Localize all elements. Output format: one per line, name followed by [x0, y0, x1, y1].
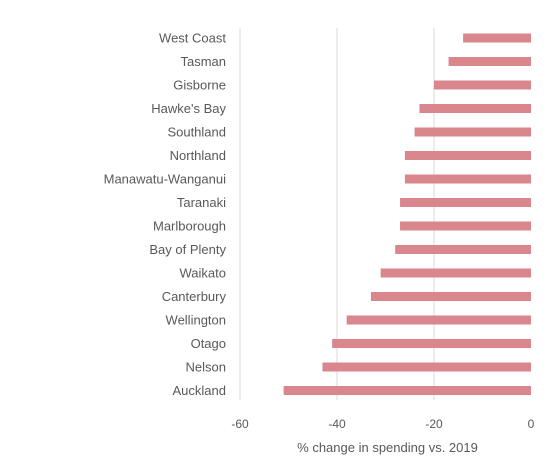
x-axis-title: % change in spending vs. 2019 — [297, 440, 478, 455]
category-label: Canterbury — [162, 289, 227, 304]
bar — [463, 33, 531, 43]
bar — [346, 315, 531, 325]
bar — [404, 151, 531, 160]
category-label: West Coast — [159, 31, 226, 46]
bar — [380, 268, 531, 278]
bar — [370, 292, 531, 301]
bar — [322, 362, 531, 372]
bar — [283, 386, 531, 395]
bar — [332, 339, 531, 348]
x-tick-label: -40 — [328, 417, 346, 431]
x-tick-label: 0 — [528, 417, 535, 431]
bar — [404, 174, 531, 184]
category-label: Nelson — [186, 360, 226, 375]
category-label: Northland — [170, 148, 226, 163]
category-labels: West Coast Tasman Gisborne Hawke's Bay South… — [104, 31, 227, 399]
category-label: Auckland — [173, 383, 226, 398]
x-tick-label: -60 — [231, 417, 249, 431]
category-label: Otago — [191, 336, 226, 351]
category-label: Waikato — [180, 266, 226, 281]
bar — [400, 198, 531, 207]
category-label: Manawatu-Wanganui — [104, 172, 226, 187]
bar — [414, 127, 531, 137]
bar — [448, 57, 531, 66]
category-label: Marlborough — [153, 219, 226, 234]
bars — [283, 33, 531, 395]
category-label: Gisborne — [173, 78, 226, 93]
bar — [400, 221, 531, 231]
bar — [419, 104, 531, 113]
category-label: Southland — [167, 125, 226, 140]
category-label: Hawke's Bay — [151, 101, 226, 116]
bar — [434, 80, 531, 90]
bar — [395, 245, 531, 254]
category-label: Bay of Plenty — [149, 242, 226, 257]
x-tick-labels: -60 -40 -20 0 — [231, 417, 534, 431]
category-label: Taranaki — [177, 195, 226, 210]
gridlines — [239, 28, 435, 400]
category-label: Tasman — [180, 54, 226, 69]
category-label: Wellington — [166, 313, 226, 328]
x-tick-label: -20 — [425, 417, 443, 431]
